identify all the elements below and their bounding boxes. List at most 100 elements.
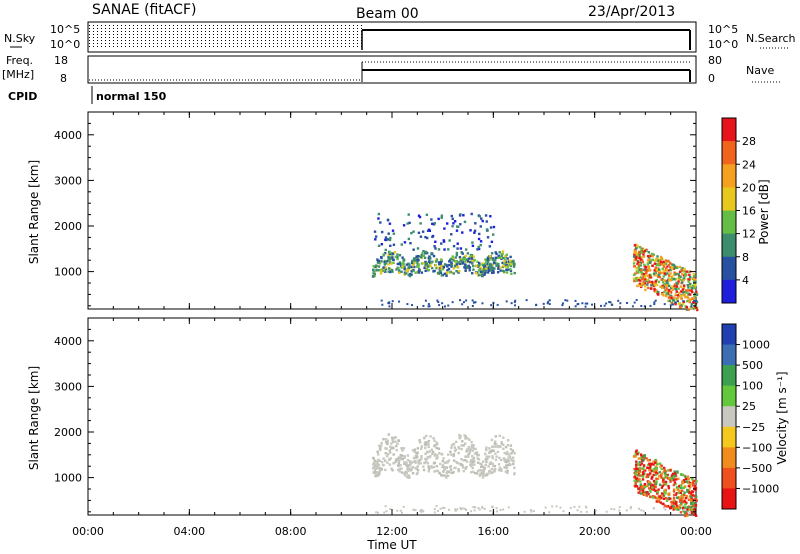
echo-cell bbox=[688, 511, 691, 514]
echo-cell bbox=[662, 265, 666, 268]
echo-cell bbox=[426, 451, 430, 454]
echo-cell bbox=[415, 255, 418, 258]
colorbar-segment bbox=[722, 467, 736, 489]
echo-cell bbox=[477, 458, 481, 461]
echo-cell bbox=[561, 302, 564, 305]
echo-cell bbox=[644, 490, 648, 494]
echo-cell bbox=[687, 286, 690, 289]
echo-cell bbox=[498, 251, 501, 254]
echo-cell bbox=[384, 236, 388, 239]
echo-cell bbox=[635, 243, 638, 247]
echo-cell bbox=[670, 266, 673, 269]
echo-cell bbox=[649, 495, 652, 499]
echo-cell bbox=[505, 300, 508, 303]
echo-cell bbox=[639, 453, 643, 456]
echo-cell bbox=[485, 220, 488, 223]
velocity-colorbar-label: Velocity [m s⁻¹] bbox=[775, 371, 789, 464]
echo-cell bbox=[654, 271, 657, 275]
echo-cell bbox=[644, 271, 648, 275]
echo-cell bbox=[683, 511, 686, 514]
echo-cell bbox=[397, 439, 401, 442]
echo-cell bbox=[387, 232, 390, 235]
echo-cell bbox=[680, 489, 684, 492]
echo-cell bbox=[401, 447, 404, 450]
echo-cell bbox=[641, 277, 644, 281]
echo-cell bbox=[654, 473, 658, 477]
echo-cell bbox=[379, 270, 383, 273]
echo-cell bbox=[496, 510, 499, 513]
echo-cell bbox=[672, 277, 676, 281]
echo-cell bbox=[648, 256, 651, 260]
echo-cell bbox=[473, 509, 476, 512]
echo-cell bbox=[500, 441, 503, 444]
echo-cell bbox=[637, 463, 640, 466]
echo-cell bbox=[633, 244, 637, 247]
echo-cell bbox=[668, 290, 672, 294]
echo-cell bbox=[469, 460, 472, 464]
echo-cell bbox=[440, 242, 443, 245]
echo-cell bbox=[424, 299, 427, 302]
echo-cell bbox=[637, 471, 640, 475]
echo-cell bbox=[396, 262, 400, 266]
echo-cell bbox=[656, 472, 659, 475]
echo-cell bbox=[679, 485, 683, 488]
echo-cell bbox=[694, 278, 697, 282]
echo-cell bbox=[481, 302, 484, 305]
echo-cell bbox=[681, 294, 684, 297]
echo-cell bbox=[389, 445, 392, 448]
echo-cell bbox=[493, 467, 497, 471]
echo-cell bbox=[389, 447, 393, 450]
echo-cell bbox=[662, 294, 665, 297]
echo-cell bbox=[642, 487, 646, 490]
echo-cell bbox=[469, 459, 473, 462]
echo-cell bbox=[485, 260, 488, 263]
echo-cell bbox=[633, 279, 636, 283]
echo-cell bbox=[454, 448, 458, 451]
echo-cell bbox=[493, 442, 497, 445]
echo-cell bbox=[663, 472, 667, 475]
echo-cell bbox=[644, 278, 647, 281]
echo-cell bbox=[405, 464, 408, 467]
echo-cell bbox=[634, 248, 637, 251]
echo-cell bbox=[416, 451, 419, 454]
echo-cell bbox=[390, 467, 393, 470]
x-tick-label: 20:00 bbox=[579, 525, 611, 538]
echo-cell bbox=[658, 471, 662, 474]
echo-cell bbox=[677, 280, 680, 283]
echo-cell bbox=[664, 491, 667, 495]
echo-cell bbox=[424, 264, 427, 267]
echo-cell bbox=[690, 303, 693, 306]
echo-cell bbox=[650, 284, 654, 287]
echo-cell bbox=[633, 479, 636, 482]
echo-cell bbox=[434, 264, 438, 267]
echo-cell bbox=[412, 508, 415, 511]
echo-cell bbox=[655, 278, 658, 282]
echo-cell bbox=[675, 285, 679, 288]
echo-cell bbox=[492, 269, 495, 272]
echo-cell bbox=[420, 454, 423, 458]
echo-cell bbox=[420, 457, 423, 460]
echo-cell bbox=[473, 460, 476, 463]
echo-cell bbox=[428, 456, 431, 459]
echo-cell bbox=[445, 263, 448, 267]
echo-cell bbox=[470, 460, 474, 464]
echo-cell bbox=[378, 471, 381, 474]
echo-cell bbox=[670, 275, 673, 279]
echo-cell bbox=[406, 303, 409, 306]
echo-cell bbox=[417, 265, 420, 269]
echo-cell bbox=[656, 477, 660, 481]
echo-cell bbox=[672, 505, 675, 508]
echo-cell bbox=[496, 445, 499, 449]
echo-cell bbox=[483, 507, 486, 510]
echo-cell bbox=[384, 468, 387, 472]
echo-cell bbox=[409, 241, 412, 245]
echo-cell bbox=[654, 290, 657, 293]
echo-cell bbox=[652, 272, 656, 275]
colorbar-tick-label: 100 bbox=[742, 380, 763, 393]
echo-cell bbox=[441, 267, 445, 271]
echo-cell bbox=[386, 259, 389, 263]
echo-cell bbox=[399, 463, 402, 467]
echo-cell bbox=[447, 248, 450, 251]
echo-cell bbox=[403, 266, 406, 269]
